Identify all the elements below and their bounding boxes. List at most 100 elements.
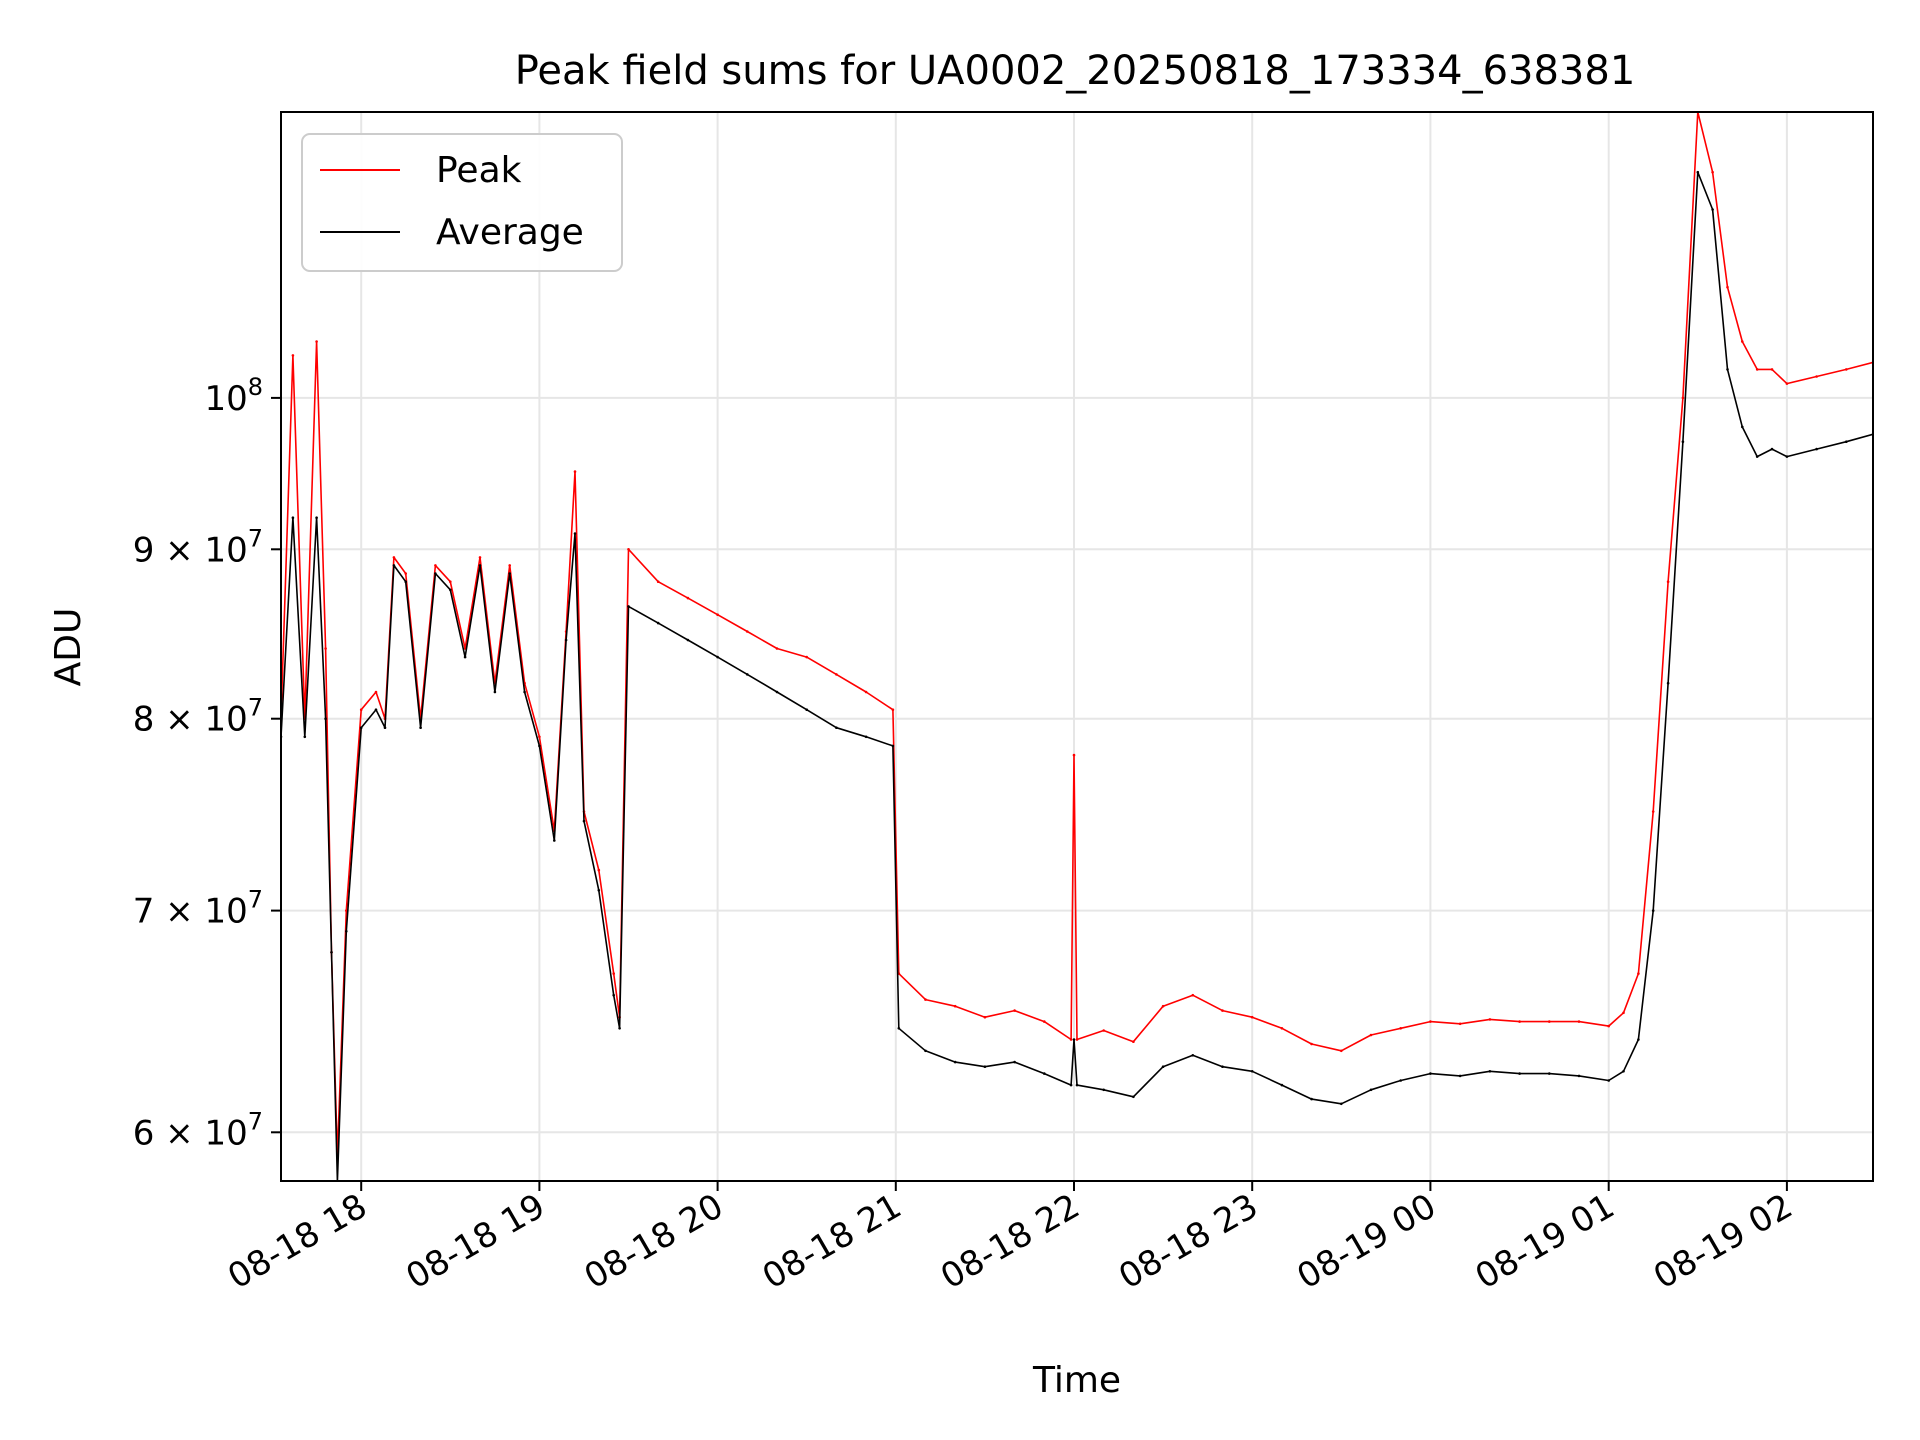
data-point-peak — [573, 470, 577, 473]
data-point-average — [597, 889, 601, 892]
data-point-average — [463, 655, 467, 659]
data-point-average — [627, 605, 630, 608]
data-point-peak — [686, 596, 690, 600]
data-point-peak — [392, 556, 396, 559]
data-point-average — [1161, 1065, 1165, 1068]
data-point-average — [1622, 1070, 1625, 1073]
data-point-peak — [656, 580, 660, 583]
data-point-average — [1429, 1072, 1432, 1075]
y-tick-label: 8 × 107 — [133, 694, 263, 740]
data-point-peak — [1607, 1024, 1610, 1028]
data-point-average — [419, 726, 422, 729]
data-point-average — [449, 588, 452, 592]
data-point-peak — [508, 564, 512, 567]
y-tick-label: 108 — [204, 373, 263, 419]
data-point-peak — [1815, 375, 1818, 378]
data-point-average — [1548, 1072, 1551, 1075]
data-point-peak — [924, 998, 927, 1001]
data-point-average — [1280, 1083, 1284, 1087]
data-point-average — [1075, 1083, 1079, 1087]
data-point-average — [835, 726, 838, 729]
data-point-average — [1191, 1054, 1195, 1057]
data-point-peak — [1429, 1020, 1432, 1023]
data-point-average — [538, 744, 541, 748]
data-point-peak — [775, 647, 779, 650]
data-point-peak — [627, 548, 630, 551]
data-point-peak — [983, 1015, 987, 1019]
data-point-peak — [374, 690, 378, 694]
y-tick-label: 9 × 107 — [133, 524, 263, 570]
data-point-average — [434, 572, 437, 575]
data-point-peak — [1340, 1049, 1343, 1053]
y-axis: 6 × 107 7 × 107 8 × 107 9 × 107 108 — [133, 373, 281, 1153]
data-point-average — [1369, 1088, 1373, 1092]
data-point-peak — [1072, 753, 1076, 757]
data-point-peak — [1726, 285, 1729, 289]
data-point-peak — [864, 690, 868, 694]
data-point-average — [1399, 1079, 1402, 1082]
data-point-average — [1458, 1074, 1462, 1078]
data-point-peak — [538, 735, 541, 739]
data-point-average — [1340, 1102, 1343, 1106]
legend-label-average: Average — [436, 212, 584, 253]
data-point-peak — [1548, 1020, 1551, 1023]
data-point-peak — [1161, 1004, 1165, 1008]
data-point-average — [1845, 440, 1848, 444]
data-point-average — [553, 839, 556, 842]
grid — [281, 112, 1873, 1181]
data-point-peak — [1043, 1020, 1046, 1023]
data-point-peak — [345, 909, 348, 912]
data-point-average — [1785, 455, 1789, 458]
data-point-peak — [1518, 1020, 1521, 1023]
data-point-peak — [612, 972, 615, 975]
data-point-average — [805, 708, 808, 711]
data-point-peak — [449, 580, 452, 583]
data-point-average — [1132, 1095, 1135, 1099]
series-average — [281, 170, 1873, 1181]
data-point-average — [303, 735, 307, 739]
data-point-average — [478, 564, 482, 567]
data-point-peak — [1075, 1038, 1079, 1041]
data-point-average — [1043, 1072, 1046, 1075]
data-point-peak — [1310, 1042, 1313, 1046]
data-point-peak — [805, 655, 808, 659]
data-point-peak — [1458, 1022, 1462, 1026]
data-point-peak — [1637, 972, 1640, 975]
data-point-peak — [597, 868, 601, 872]
data-point-average — [1755, 455, 1759, 458]
data-point-average — [345, 930, 348, 933]
data-point-average — [324, 717, 327, 720]
data-point-peak — [953, 1004, 957, 1008]
data-point-average — [1815, 447, 1818, 451]
data-point-average — [1577, 1074, 1581, 1078]
data-point-peak — [1069, 1038, 1073, 1041]
chart-title: Peak field sums for UA0002_20250818_1733… — [515, 48, 1636, 94]
data-point-average — [330, 951, 333, 954]
data-point-average — [1666, 681, 1670, 685]
data-point-peak — [478, 556, 482, 559]
data-point-peak — [1711, 170, 1714, 174]
data-point-average — [1102, 1088, 1105, 1092]
data-point-average — [404, 580, 408, 583]
data-point-peak — [1132, 1040, 1135, 1043]
y-tick-label: 7 × 107 — [133, 886, 263, 932]
data-point-average — [775, 690, 779, 694]
data-point-peak — [359, 708, 363, 711]
data-point-peak — [1102, 1029, 1105, 1032]
data-point-average — [1488, 1070, 1492, 1073]
data-point-peak — [1845, 368, 1848, 371]
data-point-average — [1310, 1097, 1313, 1101]
data-point-peak — [1770, 368, 1774, 371]
data-point-average — [1069, 1083, 1073, 1087]
plot-frame — [280, 111, 1874, 1182]
data-point-average — [564, 638, 568, 642]
data-point-average — [686, 638, 690, 642]
data-point-peak — [1741, 340, 1744, 343]
data-point-peak — [1577, 1020, 1581, 1023]
data-point-average — [618, 1027, 621, 1030]
data-point-peak — [315, 340, 318, 343]
data-point-average — [924, 1049, 927, 1053]
data-point-average — [493, 690, 497, 694]
data-point-average — [716, 655, 719, 659]
data-point-average — [1741, 425, 1744, 429]
